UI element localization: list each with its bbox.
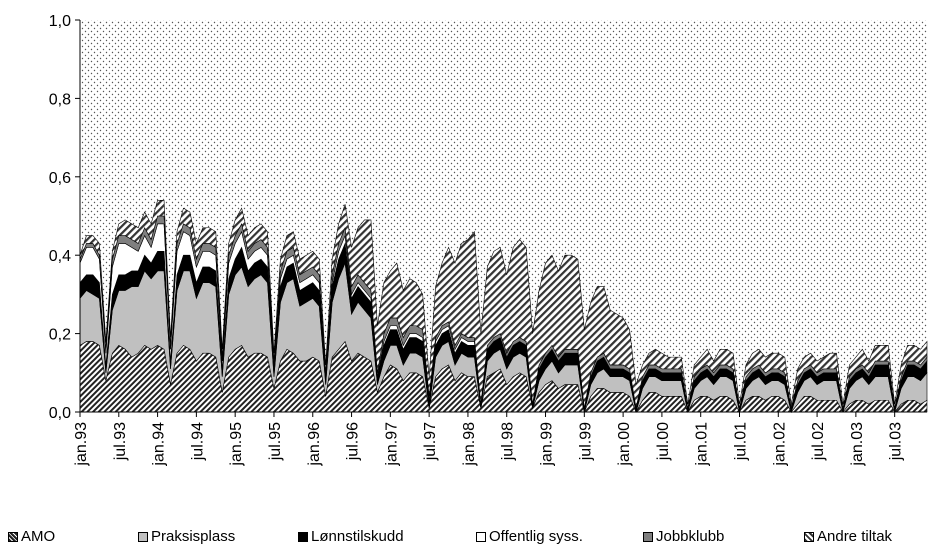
x-tick-label: jul.95: [267, 422, 284, 461]
legend-label: AMO: [21, 528, 56, 545]
y-tick-label: 0,6: [49, 170, 71, 187]
x-tick-label: jan.01: [694, 422, 711, 467]
x-tick-label: jan.99: [539, 422, 556, 467]
legend-swatch: [476, 531, 486, 542]
x-tick-label: jan.02: [771, 422, 788, 467]
legend-item-amo: AMO: [8, 528, 55, 545]
legend-swatch: [8, 531, 18, 542]
x-tick-label: jul.01: [732, 422, 749, 461]
x-tick-label: jul.96: [345, 422, 362, 461]
legend-item-offentlig-syss-: Offentlig syss.: [476, 528, 583, 545]
x-tick-label: jul.03: [888, 422, 905, 461]
x-tick-label: jul.98: [500, 422, 517, 461]
x-tick-label: jul.02: [810, 422, 827, 461]
legend-label: Offentlig syss.: [489, 528, 583, 545]
y-tick-label: 0,8: [49, 91, 71, 108]
legend: AMO Praksisplass Lønnstilskudd Offentlig sy…: [0, 528, 931, 550]
x-tick-label: jul.94: [189, 422, 206, 461]
legend-label: Praksisplass: [151, 528, 236, 545]
legend-label: Andre tiltak: [817, 528, 893, 545]
x-tick-label: jul.00: [655, 422, 672, 461]
x-tick-label: jul.93: [112, 422, 129, 461]
axes: 0,0 0,2 0,4 0,6 0,8 1,0 jan.93 jul.93 jan.94 jul.…: [49, 13, 927, 467]
x-tick-label: jan.94: [151, 422, 168, 467]
x-tick-label: jul.97: [422, 422, 439, 461]
x-tick-label: jan.96: [306, 422, 323, 467]
legend-item-praksisplass: Praksisplass: [138, 528, 235, 545]
x-tick-label: jan.00: [616, 422, 633, 467]
x-tick-label: jan.98: [461, 422, 478, 467]
y-tick-label: 0,4: [49, 248, 71, 265]
series-area-andre-tiltak: [79, 200, 928, 409]
legend-label: Lønnstilskudd: [311, 528, 404, 545]
x-tick-label: jul.99: [577, 422, 594, 461]
y-tick-label: 1,0: [49, 13, 71, 30]
legend-item-andre-tiltak: Andre tiltak: [804, 528, 892, 545]
x-tick-label: jan.03: [849, 422, 866, 467]
x-tick-label: jan.97: [383, 422, 400, 467]
plot-area: [79, 20, 928, 414]
legend-item-jobbklubb: Jobbklubb: [643, 528, 724, 545]
y-tick-label: 0,0: [49, 405, 71, 422]
stacked-area-chart: 0,0 0,2 0,4 0,6 0,8 1,0 jan.93 jul.93 jan.94 jul.…: [49, 13, 928, 467]
legend-label: Jobbklubb: [656, 528, 725, 545]
x-tick-label: jan.93: [73, 422, 90, 467]
y-tick-label: 0,2: [49, 327, 71, 344]
legend-swatch: [804, 531, 814, 542]
legend-swatch: [298, 531, 308, 542]
legend-swatch: [643, 531, 653, 542]
x-tick-label: jan.95: [228, 422, 245, 467]
legend-swatch: [138, 531, 148, 542]
legend-item-l-nnstilskudd: Lønnstilskudd: [298, 528, 404, 545]
